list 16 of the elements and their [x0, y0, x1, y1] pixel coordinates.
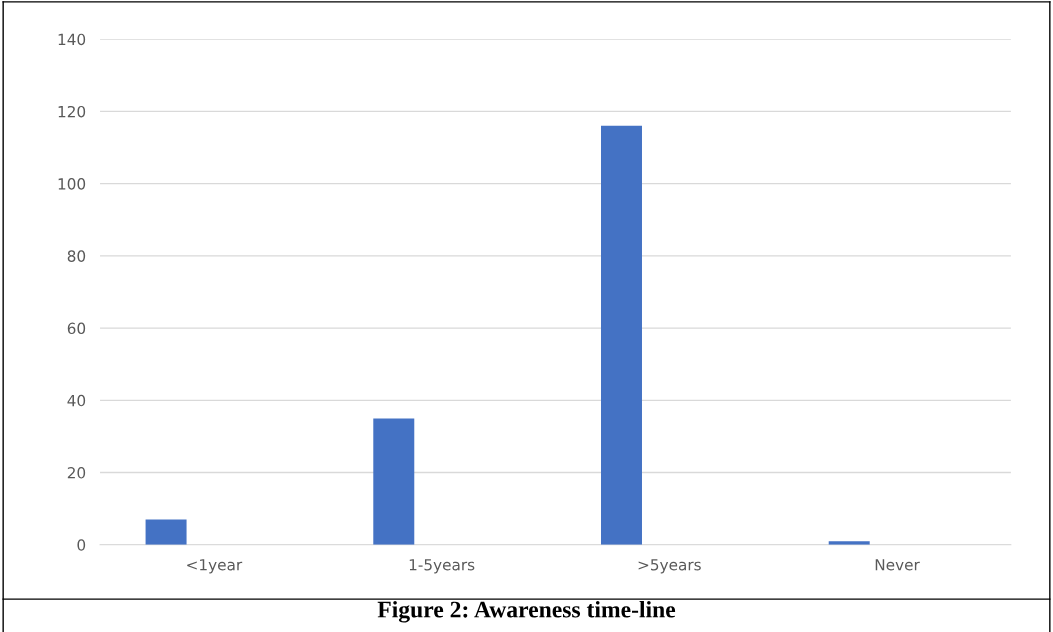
text: Figure 2: Awareness time-line [377, 600, 676, 623]
bar [145, 519, 187, 545]
x-tick-label: Never [875, 559, 920, 571]
y-tick-label: 100 [58, 178, 86, 190]
y-tick-label: 80 [67, 250, 86, 262]
y-tick-label: 120 [58, 105, 86, 118]
x-tick-label: >5years [638, 559, 701, 574]
y-tick-label: 140 [58, 33, 86, 46]
y-tick-label: 60 [67, 322, 86, 335]
y-tick-label: 20 [67, 467, 86, 479]
y-tick-label: 0 [77, 539, 86, 551]
x-tick-label: <1year [187, 559, 243, 574]
x-tick-label: 1-5years [409, 559, 475, 574]
bar [373, 418, 415, 545]
y-tick-label: 40 [67, 394, 86, 407]
bar [601, 125, 642, 545]
